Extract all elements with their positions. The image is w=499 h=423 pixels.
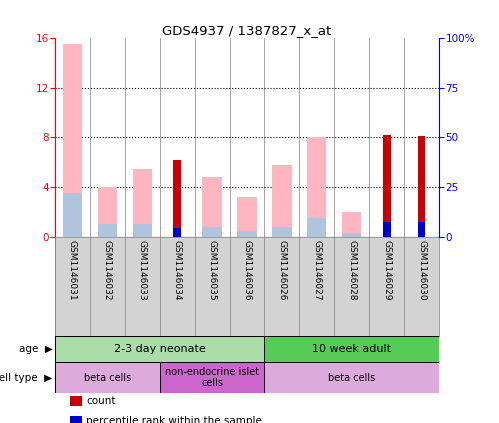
Text: GSM1146027: GSM1146027 (312, 240, 321, 300)
Bar (63, 44, 82, 237)
Text: non-endocrine islet
cells: non-endocrine islet cells (165, 367, 259, 388)
Text: cell type  ▶: cell type ▶ (0, 373, 52, 382)
Text: beta cells: beta cells (84, 373, 131, 382)
Bar (307, 218, 326, 237)
Bar (133, 168, 152, 237)
Bar (173, 160, 181, 237)
Bar (383, 135, 391, 237)
Text: GSM1146030: GSM1146030 (417, 240, 426, 300)
Text: GSM1146035: GSM1146035 (208, 240, 217, 300)
Text: age  ▶: age ▶ (18, 344, 52, 354)
Bar (98, 187, 117, 237)
Bar (307, 137, 326, 237)
Text: GSM1146029: GSM1146029 (382, 240, 391, 300)
Text: GSM1146036: GSM1146036 (243, 240, 251, 300)
Bar (203, 177, 222, 237)
Text: GSM1146033: GSM1146033 (138, 240, 147, 300)
Bar (173, 228, 181, 237)
Text: GSM1146031: GSM1146031 (68, 240, 77, 300)
Text: count: count (86, 396, 116, 406)
Text: beta cells: beta cells (328, 373, 375, 382)
Title: GDS4937 / 1387827_x_at: GDS4937 / 1387827_x_at (162, 24, 332, 37)
Text: GSM1146032: GSM1146032 (103, 240, 112, 300)
Bar (418, 136, 426, 237)
Bar (63, 193, 82, 237)
Bar (418, 222, 426, 237)
Text: GSM1146034: GSM1146034 (173, 240, 182, 300)
Text: GSM1146028: GSM1146028 (347, 240, 356, 300)
Bar (264, 336, 439, 362)
Bar (272, 227, 291, 237)
Bar (55, 362, 160, 393)
Bar (342, 233, 361, 237)
Bar (342, 212, 361, 237)
Text: 2-3 day neonate: 2-3 day neonate (114, 344, 206, 354)
Bar (238, 197, 256, 237)
Bar (160, 362, 264, 393)
Bar (133, 225, 152, 237)
Bar (203, 227, 222, 237)
Bar (98, 225, 117, 237)
Bar (272, 165, 291, 237)
Text: GSM1146026: GSM1146026 (277, 240, 286, 300)
Text: 10 week adult: 10 week adult (312, 344, 391, 354)
Bar (55, 336, 264, 362)
Bar (264, 362, 439, 393)
Bar (238, 231, 256, 237)
Text: percentile rank within the sample: percentile rank within the sample (86, 416, 262, 423)
Bar (383, 222, 391, 237)
